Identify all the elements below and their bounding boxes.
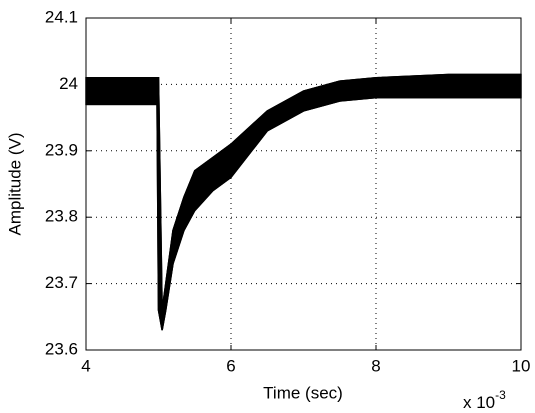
upper-envelope xyxy=(86,73,521,311)
x-multiplier: x 10-3 xyxy=(463,388,506,412)
lower-envelope xyxy=(86,96,521,331)
x-multiplier-base: x 10 xyxy=(463,393,495,412)
y-tick-label: 23.6 xyxy=(45,339,78,358)
x-tick-label: 8 xyxy=(371,356,380,375)
y-axis-label: Amplitude (V) xyxy=(5,133,24,236)
y-tick-label: 23.7 xyxy=(45,273,78,292)
y-tick-label: 23.9 xyxy=(45,140,78,159)
x-axis-label: Time (sec) xyxy=(263,383,343,402)
x-tick-label: 6 xyxy=(226,356,235,375)
y-tick-label: 24.1 xyxy=(45,7,78,26)
y-tick-label: 23.8 xyxy=(45,207,78,226)
x-tick-label: 10 xyxy=(512,356,531,375)
x-tick-label: 4 xyxy=(81,356,90,375)
x-multiplier-exponent: -3 xyxy=(495,388,506,402)
plot-frame xyxy=(85,17,522,351)
y-tick-label: 24 xyxy=(59,74,78,93)
